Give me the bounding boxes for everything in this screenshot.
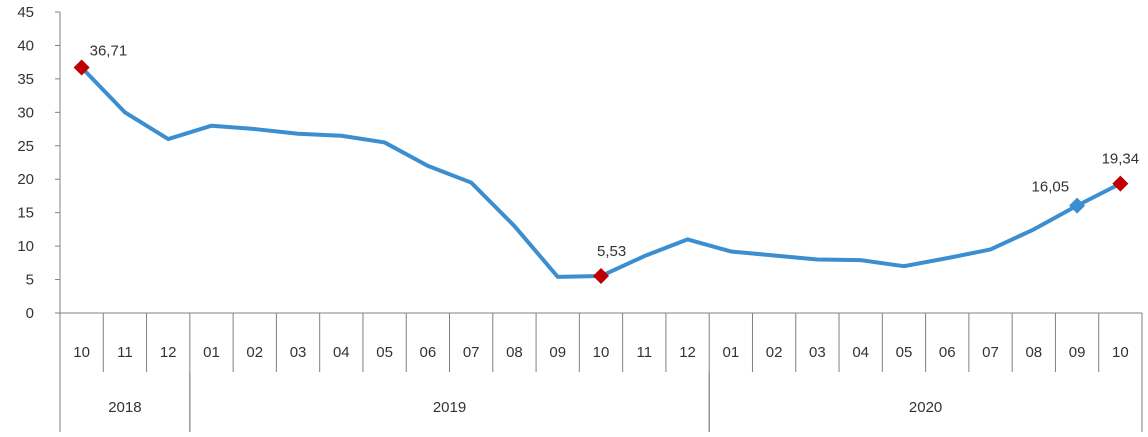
- x-tick-label: 01: [203, 344, 220, 361]
- y-tick-label: 20: [17, 171, 34, 188]
- data-label-layer: 36,71 5,53 16,05 19,34: [90, 42, 1139, 260]
- x-tick-label: 04: [852, 344, 869, 361]
- y-tick-label: 15: [17, 205, 34, 222]
- x-tick-label: 10: [1112, 344, 1129, 361]
- x-tick-label: 11: [117, 344, 133, 361]
- y-axis: 0 5 10 15 20 25 30 35 40 45: [17, 4, 61, 322]
- x-tick-label: 06: [420, 344, 437, 361]
- x-tick-label: 02: [246, 344, 263, 361]
- x-tick-label: 05: [896, 344, 913, 361]
- x-tick-label: 09: [1069, 344, 1086, 361]
- y-tick-label: 25: [17, 138, 34, 155]
- y-tick-label: 5: [26, 272, 34, 289]
- y-tick-label: 35: [17, 71, 34, 88]
- x-tick-label: 12: [160, 344, 177, 361]
- x-tick-label: 04: [333, 344, 350, 361]
- data-point-marker: [1112, 175, 1129, 192]
- y-tick-label: 40: [17, 37, 34, 54]
- x-tick-label: 08: [1025, 344, 1042, 361]
- data-point-marker: [593, 268, 609, 285]
- x-tick-label: 02: [766, 344, 783, 361]
- x-tick-label: 12: [679, 344, 696, 361]
- x-tick-label: 07: [982, 344, 999, 361]
- x-tick-label: 08: [506, 344, 523, 361]
- x-tick-label: 10: [593, 344, 610, 361]
- year-label: 2020: [909, 399, 942, 416]
- x-tick-label: 06: [939, 344, 956, 361]
- x-tick-label: 11: [636, 344, 652, 361]
- year-label: 2019: [433, 399, 466, 416]
- x-axis: 10 11 12 01 02 03 04 05 06 07 08 09 10 11 12 01 02 03 04 05…: [59, 312, 1143, 432]
- x-tick-label: 03: [290, 344, 307, 361]
- data-point-marker: [1069, 197, 1086, 214]
- x-tick-label: 10: [73, 344, 90, 361]
- y-tick-label: 0: [26, 305, 34, 322]
- data-label: 36,71: [90, 42, 128, 59]
- data-label: 19,34: [1102, 151, 1140, 168]
- data-point-marker: [73, 59, 90, 76]
- y-tick-label: 30: [17, 104, 34, 121]
- year-label: 2018: [108, 399, 141, 416]
- x-tick-label: 01: [722, 344, 739, 361]
- x-tick-label: 07: [463, 344, 480, 361]
- marker-layer: [73, 59, 1129, 285]
- x-tick-label: 03: [809, 344, 826, 361]
- y-tick-label: 10: [17, 238, 34, 255]
- y-tick-label: 45: [17, 4, 34, 21]
- x-tick-label: 05: [376, 344, 393, 361]
- data-label: 16,05: [1032, 179, 1070, 196]
- data-label: 5,53: [597, 243, 626, 260]
- x-tick-label: 09: [549, 344, 566, 361]
